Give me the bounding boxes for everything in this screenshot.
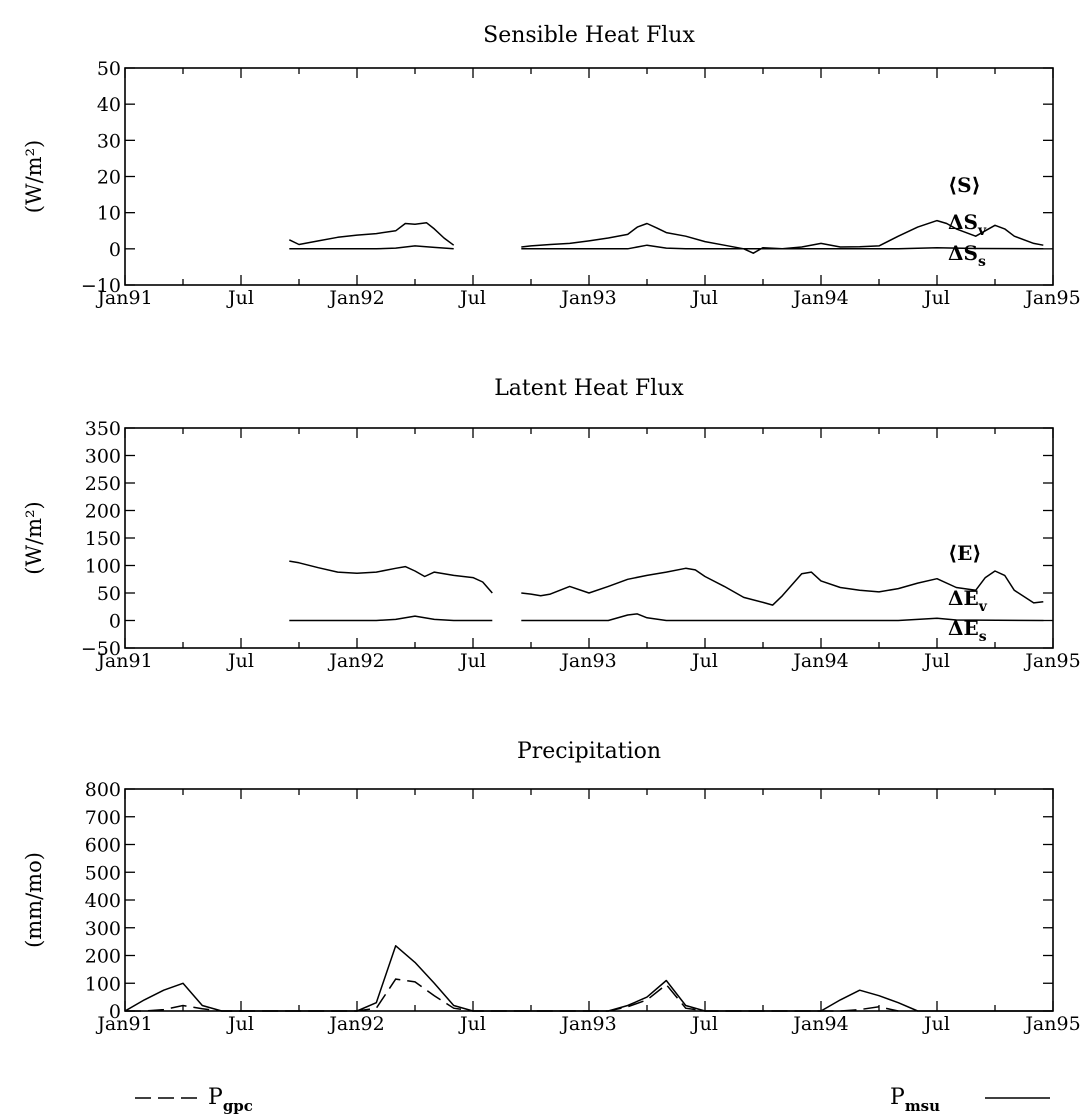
legend-label-msu: Pmsu (890, 1085, 940, 1115)
series-line-0-seg-1 (521, 567, 1044, 606)
y-tick-label: 0 (109, 239, 121, 261)
x-tick-label: Jul (458, 650, 486, 672)
y-tick-label: 100 (85, 556, 121, 578)
legend-entry: ΔSs (948, 241, 986, 270)
legend-entry: ΔEv (948, 586, 988, 615)
series-line-1-seg-0 (125, 978, 899, 1012)
series-line-0-seg-0 (289, 560, 493, 594)
x-tick-label: Jul (226, 650, 254, 672)
chart-title: Latent Heat Flux (494, 376, 684, 401)
x-tick-label: Jul (226, 1013, 254, 1035)
series-line-1-seg-1 (521, 613, 1044, 622)
x-tick-label: Jul (690, 650, 718, 672)
y-tick-label: 350 (85, 418, 121, 440)
x-tick-label: Jul (690, 1013, 718, 1035)
series-line-1-seg-0 (289, 245, 454, 250)
y-tick-label: 300 (85, 446, 121, 468)
plot-frame (124, 788, 1054, 1012)
y-tick-label: 200 (85, 501, 121, 523)
y-tick-label: 30 (97, 130, 121, 152)
legend-label-gpc: Pgpc (208, 1085, 253, 1115)
precip-legend: Pgpc Pmsu (135, 1085, 1050, 1115)
chart-title: Sensible Heat Flux (483, 23, 695, 48)
x-tick-label: Jan92 (327, 1013, 384, 1035)
y-tick-label: 150 (85, 528, 121, 550)
x-tick-label: Jan92 (327, 287, 384, 309)
y-tick-label: 0 (109, 1001, 121, 1023)
y-tick-label: −10 (81, 275, 121, 297)
plot-frame (124, 67, 1054, 286)
series-line-0-seg-0 (288, 222, 455, 246)
legend-entry: ΔEs (948, 616, 987, 645)
plot-frame (124, 427, 1054, 649)
x-tick-label: Jul (226, 287, 254, 309)
chart-panel-2: Latent Heat Flux −50 0 50 100 150 200 250 300 350… (22, 376, 1080, 672)
y-tick-label: 10 (97, 203, 121, 225)
x-tick-label: Jul (458, 1013, 486, 1035)
y-tick-label: 40 (97, 94, 121, 116)
y-tick-label: 50 (97, 58, 121, 80)
y-tick-label: 500 (85, 862, 121, 884)
x-tick-label: Jan93 (559, 650, 616, 672)
y-tick-label: 50 (97, 583, 121, 605)
y-tick-label: 600 (85, 835, 121, 857)
x-tick-label: Jan95 (1023, 1013, 1080, 1035)
x-tick-label: Jan94 (791, 287, 848, 309)
x-tick-label: Jan91 (95, 287, 152, 309)
chart-panel-1: Sensible Heat Flux −10 0 10 20 30 40 50 Jan91 Jul… (22, 23, 1080, 309)
y-tick-label: 0 (109, 611, 121, 633)
y-tick-label: 100 (85, 973, 121, 995)
x-tick-label: Jan93 (559, 1013, 616, 1035)
x-tick-label: Jul (922, 650, 950, 672)
y-tick-label: 700 (85, 807, 121, 829)
x-tick-label: Jan91 (95, 1013, 152, 1035)
legend-entry: ⟨E⟩ (948, 541, 982, 565)
legend-entry: ⟨S⟩ (948, 173, 981, 197)
x-tick-label: Jan94 (791, 650, 848, 672)
chart-panel-3: Precipitation 0 100 200 300 400 500 600 700 800 Ja… (22, 739, 1080, 1035)
y-tick-label: 300 (85, 918, 121, 940)
x-tick-label: Jul (690, 287, 718, 309)
series-line-1-seg-0 (289, 615, 493, 622)
y-tick-label: 800 (85, 779, 121, 801)
y-tick-label: 250 (85, 473, 121, 495)
x-tick-label: Jan94 (791, 1013, 848, 1035)
y-tick-label: 20 (97, 167, 121, 189)
y-tick-label: 400 (85, 890, 121, 912)
x-tick-label: Jul (922, 287, 950, 309)
legend-entry: ΔSv (948, 210, 987, 239)
y-axis-label: (W/m²) (22, 501, 46, 574)
y-tick-label: −50 (81, 638, 121, 660)
y-axis-label: (mm/mo) (22, 852, 46, 948)
x-tick-label: Jan95 (1023, 287, 1080, 309)
y-tick-label: 200 (85, 946, 121, 968)
x-tick-label: Jul (922, 1013, 950, 1035)
x-tick-label: Jan91 (95, 650, 152, 672)
y-axis-label: (W/m²) (22, 140, 46, 213)
x-tick-label: Jul (458, 287, 486, 309)
series-line-1-seg-1 (521, 244, 1044, 250)
x-tick-label: Jan92 (327, 650, 384, 672)
x-tick-label: Jan95 (1023, 650, 1080, 672)
chart-title: Precipitation (517, 739, 661, 764)
x-tick-label: Jan93 (559, 287, 616, 309)
